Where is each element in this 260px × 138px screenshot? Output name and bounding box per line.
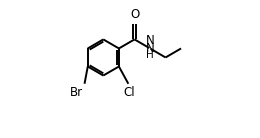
Text: N: N — [146, 42, 154, 55]
Text: H: H — [146, 50, 154, 59]
Text: N: N — [146, 34, 154, 47]
Text: Br: Br — [70, 86, 83, 99]
Text: O: O — [130, 8, 139, 21]
Text: Cl: Cl — [123, 86, 135, 99]
